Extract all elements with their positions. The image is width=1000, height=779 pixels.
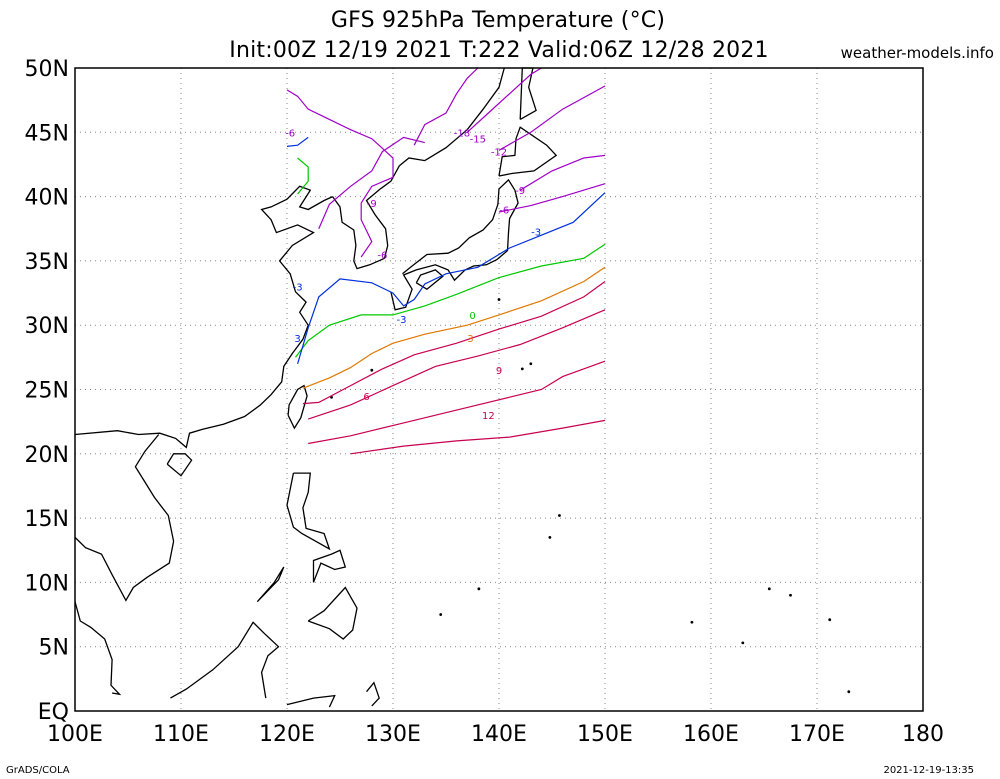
isotherm-line [295,243,606,358]
contour-value-label: 0 [469,311,475,322]
isotherm-line [350,419,606,455]
contour-labels: -18-15 -12 -9 -9 -6 -6 -6 -3 -3 -3 3 0 3 6 9 12 [285,128,541,422]
contour-value-label: 12 [482,411,495,422]
y-tick-label: 45N [25,121,69,146]
coastline [390,178,519,311]
coastline [415,269,444,290]
isotherm-line [498,85,606,151]
isotherm-line [297,157,309,195]
y-tick-label: 50N [25,57,69,82]
coastline [74,185,333,449]
x-tick-label: 140E [471,722,527,747]
coastline [312,549,347,583]
isotherm-line [498,183,606,213]
contour-value-label: -6 [377,250,387,261]
island [520,367,524,371]
y-tick-label: 20N [25,443,69,468]
coastline [398,67,505,167]
island [529,362,533,366]
island [439,613,443,616]
contour-value-label: 9 [496,366,502,377]
island [548,535,552,539]
island [690,620,694,624]
contour-value-label: -9 [367,199,377,210]
isotherm-line [519,154,606,191]
x-tick-label: 180 [902,722,944,747]
contour-value-label: -18 [454,128,470,139]
y-tick-label: 35N [25,250,69,275]
timestamp-label: 2021-12-19-13:35 [883,765,974,776]
x-tick-label: 160E [683,722,739,747]
contour-value-label: -3 [396,315,406,326]
island [558,514,561,517]
y-tick-label: 25N [25,379,69,404]
coastline [519,67,537,120]
island [828,618,832,622]
map-title-line1: GFS 925hPa Temperature (°C) [330,8,666,33]
island [741,641,745,645]
graticule-grid [75,68,923,711]
coastline-layer [74,67,851,708]
coastline [74,434,175,602]
x-tick-label: 110E [153,722,209,747]
coastline [286,694,336,708]
isotherm-line [308,309,606,420]
coastline [287,384,308,430]
grads-credit: GrADS/COLA [6,765,70,776]
island [847,690,851,694]
isotherm-line [297,192,606,364]
contour-value-label: -15 [470,135,486,146]
isotherm-line [318,136,425,230]
y-tick-label: 5N [39,636,69,661]
coastline [307,586,358,640]
x-tick-label: 130E [365,722,421,747]
coastline [332,165,400,270]
coastline [286,472,331,551]
contour-value-label: 3 [294,334,300,345]
x-tick-label: 170E [789,722,845,747]
isotherm-line [413,67,479,146]
contour-value-label: -6 [499,205,509,216]
latitude-tick-labels: 50N 45N 40N 35N 30N 25N 20N 15N 10N 5N EQ [25,57,69,725]
contour-value-label: 3 [467,334,473,345]
contour-value-label: -12 [491,148,507,159]
coastline [74,601,122,696]
island [497,298,501,301]
coastline [256,566,285,603]
contour-value-label: -9 [515,186,525,197]
isotherm-line [286,89,394,258]
y-tick-label: EQ [38,700,69,725]
contour-value-label: -3 [293,283,303,294]
isotherm-line [302,281,606,405]
source-site-label: weather-models.info [840,44,994,62]
x-tick-label: 150E [577,722,633,747]
longitude-tick-labels: 100E 110E 120E 130E 140E 150E 160E 170E 180 [47,722,944,747]
isotherm-line [286,136,309,147]
island [477,587,481,591]
temperature-contours [286,67,606,455]
x-tick-label: 100E [47,722,103,747]
contour-value-label: 6 [363,392,369,403]
contour-value-label: -6 [285,128,295,139]
map-title-line2: Init:00Z 12/19 2021 T:222 Valid:06Z 12/2… [229,38,769,63]
isotherm-line [308,360,606,445]
y-tick-label: 10N [25,571,69,596]
isotherm-line [302,266,606,389]
coastline [170,621,280,699]
coastline [498,126,558,177]
isotherm-line [466,67,542,133]
map-frame [74,67,924,712]
island [370,368,374,372]
coastline [365,681,380,707]
y-tick-label: 15N [25,507,69,532]
x-tick-label: 120E [259,722,315,747]
y-tick-label: 30N [25,314,69,339]
coastline [166,453,193,477]
contour-value-label: -3 [531,227,541,238]
island [789,593,792,597]
island [767,587,771,591]
y-tick-label: 40N [25,186,69,211]
